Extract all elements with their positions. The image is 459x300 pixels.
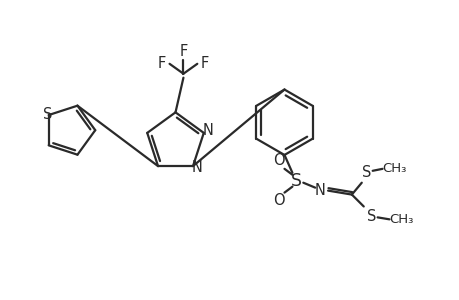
Text: F: F	[157, 56, 165, 71]
Text: CH₃: CH₃	[381, 162, 406, 175]
Text: S: S	[361, 165, 370, 180]
Text: S: S	[43, 106, 52, 122]
Text: CH₃: CH₃	[388, 213, 413, 226]
Text: F: F	[201, 56, 209, 71]
Text: O: O	[272, 153, 284, 168]
Text: O: O	[272, 193, 284, 208]
Text: F: F	[179, 44, 187, 59]
Text: N: N	[202, 123, 213, 138]
Text: N: N	[314, 183, 325, 198]
Text: S: S	[290, 172, 301, 190]
Text: S: S	[366, 209, 375, 224]
Text: N: N	[191, 160, 202, 175]
